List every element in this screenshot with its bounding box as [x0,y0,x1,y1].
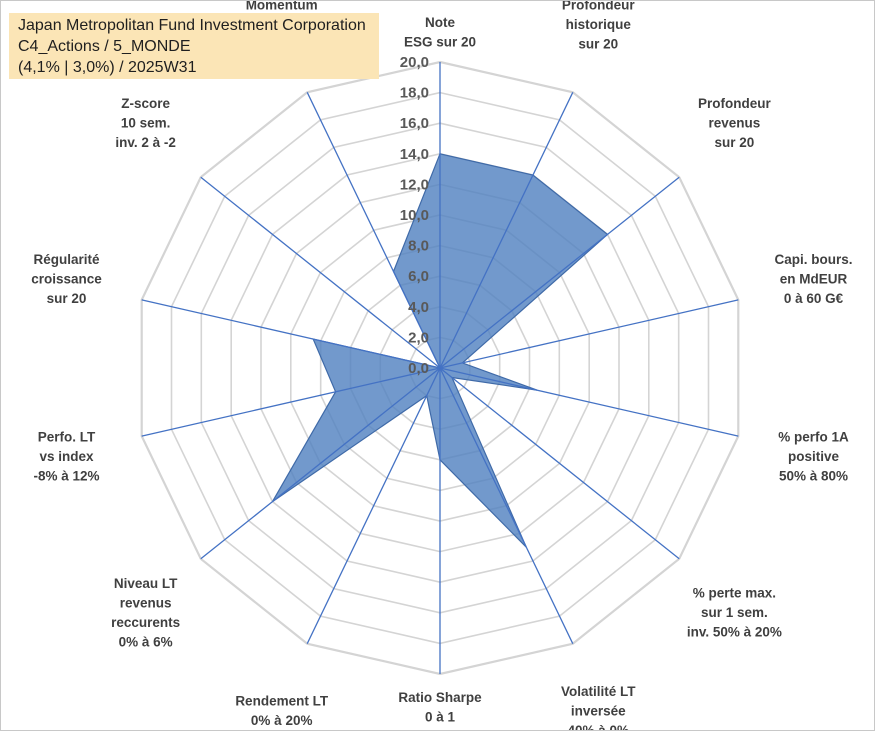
axis-label: Capi. bours. en MdEUR 0 à 60 G€ [774,252,852,306]
tick-label: 10,0 [400,207,429,224]
axis-label-line: 0% à 6% [119,634,173,649]
axis-spoke [200,367,441,560]
axis-label-line: Niveau LT [114,576,178,591]
tick-label: 14,0 [400,146,429,163]
axis-label-line: reccurents [111,615,180,630]
axis-spoke [439,367,739,437]
radar-spokes [141,62,739,674]
axis-label-line: ESG sur 20 [404,35,476,50]
axis-label-line: Perfo. LT [38,430,96,445]
axis-label-line: 0 à 1 [425,710,456,725]
axis-label: Niveau LT revenus reccurents 0% à 6% [111,576,180,650]
axis-spoke [439,176,680,369]
axis-label-line: Profondeur [562,1,635,13]
category-label: C4_Actions / 5_MONDE [18,38,191,55]
axis-label-line: Rendement LT [235,694,329,709]
title-box: Japan Metropolitan Fund Investment Corpo… [9,13,379,79]
axis-label-line: Momentum [246,1,318,13]
axis-label: Rendement LT 0% à 20% [235,694,329,729]
tick-label: 2,0 [408,329,429,346]
axis-label-line: Capi. bours. [774,252,852,267]
axis-label: Volatilité LT inversée 40% à 0% [561,684,636,730]
axis-label-line: Z-score [121,96,170,111]
axis-label-line: 0 à 60 G€ [784,291,844,306]
axis-label-line: sur 20 [578,37,618,52]
axis-label: Ratio Sharpe 0 à 1 [398,690,482,725]
axis-label-line: 0% à 20% [251,713,313,728]
axis-label-line: inversée [571,703,626,718]
axis-spoke [141,367,441,437]
axis-label: Z-score 10 sem. inv. 2 à -2 [115,96,176,150]
axis-spoke [306,367,441,644]
axis-label-line: sur 1 sem. [701,605,768,620]
axis-label-line: revenus [709,116,761,131]
axis-label: Régularité croissance sur 20 [31,252,102,306]
period-label: (4,1% | 3,0%) / 2025W31 [18,59,197,76]
tick-label: 20,0 [400,54,429,71]
axis-label-line: % perfo 1A [778,430,849,445]
tick-label: 16,0 [400,115,429,132]
axis-label-line: inv. 2 à -2 [115,135,176,150]
axis-label-line: en MdEUR [780,271,848,286]
axis-label-line: 40% à 0% [568,723,630,730]
fund-name: Japan Metropolitan Fund Investment Corpo… [18,17,366,34]
tick-label: 12,0 [400,176,429,193]
axis-label-line: 10 sem. [121,116,171,131]
tick-label: 8,0 [408,238,429,255]
radar-axis-labels: Note ESG sur 20 Profondeur historique sur 20… [31,1,852,730]
axis-label: Note ESG sur 20 [404,15,476,50]
axis-label-line: Volatilité LT [561,684,636,699]
axis-label-line: % perte max. [693,586,776,601]
axis-label-line: sur 20 [715,135,755,150]
axis-label-line: vs index [39,449,94,464]
axis-spoke [439,367,680,560]
tick-label: 6,0 [408,268,429,285]
axis-spoke [439,299,739,369]
axis-label-line: Profondeur [698,96,771,111]
axis-spoke [439,367,574,644]
radar-tick-labels: 0,0 2,0 4,0 6,0 8,0 10,0 12,0 14,0 16,0 18,0 20,0 [400,54,429,377]
axis-label-line: croissance [31,271,102,286]
axis-label-line: -8% à 12% [33,469,99,484]
axis-label: Profondeur revenus sur 20 [698,96,771,150]
axis-label-line: Ratio Sharpe [398,690,482,705]
axis-spoke [306,92,441,369]
axis-label: % perfo 1A positive 50% à 80% [778,430,849,484]
axis-label-line: 50% à 80% [779,469,848,484]
axis-label-line: revenus [120,595,172,610]
tick-label: 4,0 [408,299,429,316]
axis-label-line: sur 20 [47,291,87,306]
axis-label-line: positive [788,449,840,464]
axis-label: % perte max. sur 1 sem. inv. 50% à 20% [687,586,782,640]
axis-label-line: Régularité [33,252,100,267]
axis-label: Perfo. LT vs index -8% à 12% [33,430,99,484]
axis-label-line: inv. 50% à 20% [687,625,782,640]
axis-spoke [141,299,441,369]
axis-label-line: Note [425,15,455,30]
axis-spoke [200,176,441,369]
axis-spoke [439,92,574,369]
tick-label: 18,0 [400,85,429,102]
axis-label: Profondeur historique sur 20 [562,1,635,52]
axis-label-line: historique [566,17,632,32]
tick-label: 0,0 [408,360,429,377]
